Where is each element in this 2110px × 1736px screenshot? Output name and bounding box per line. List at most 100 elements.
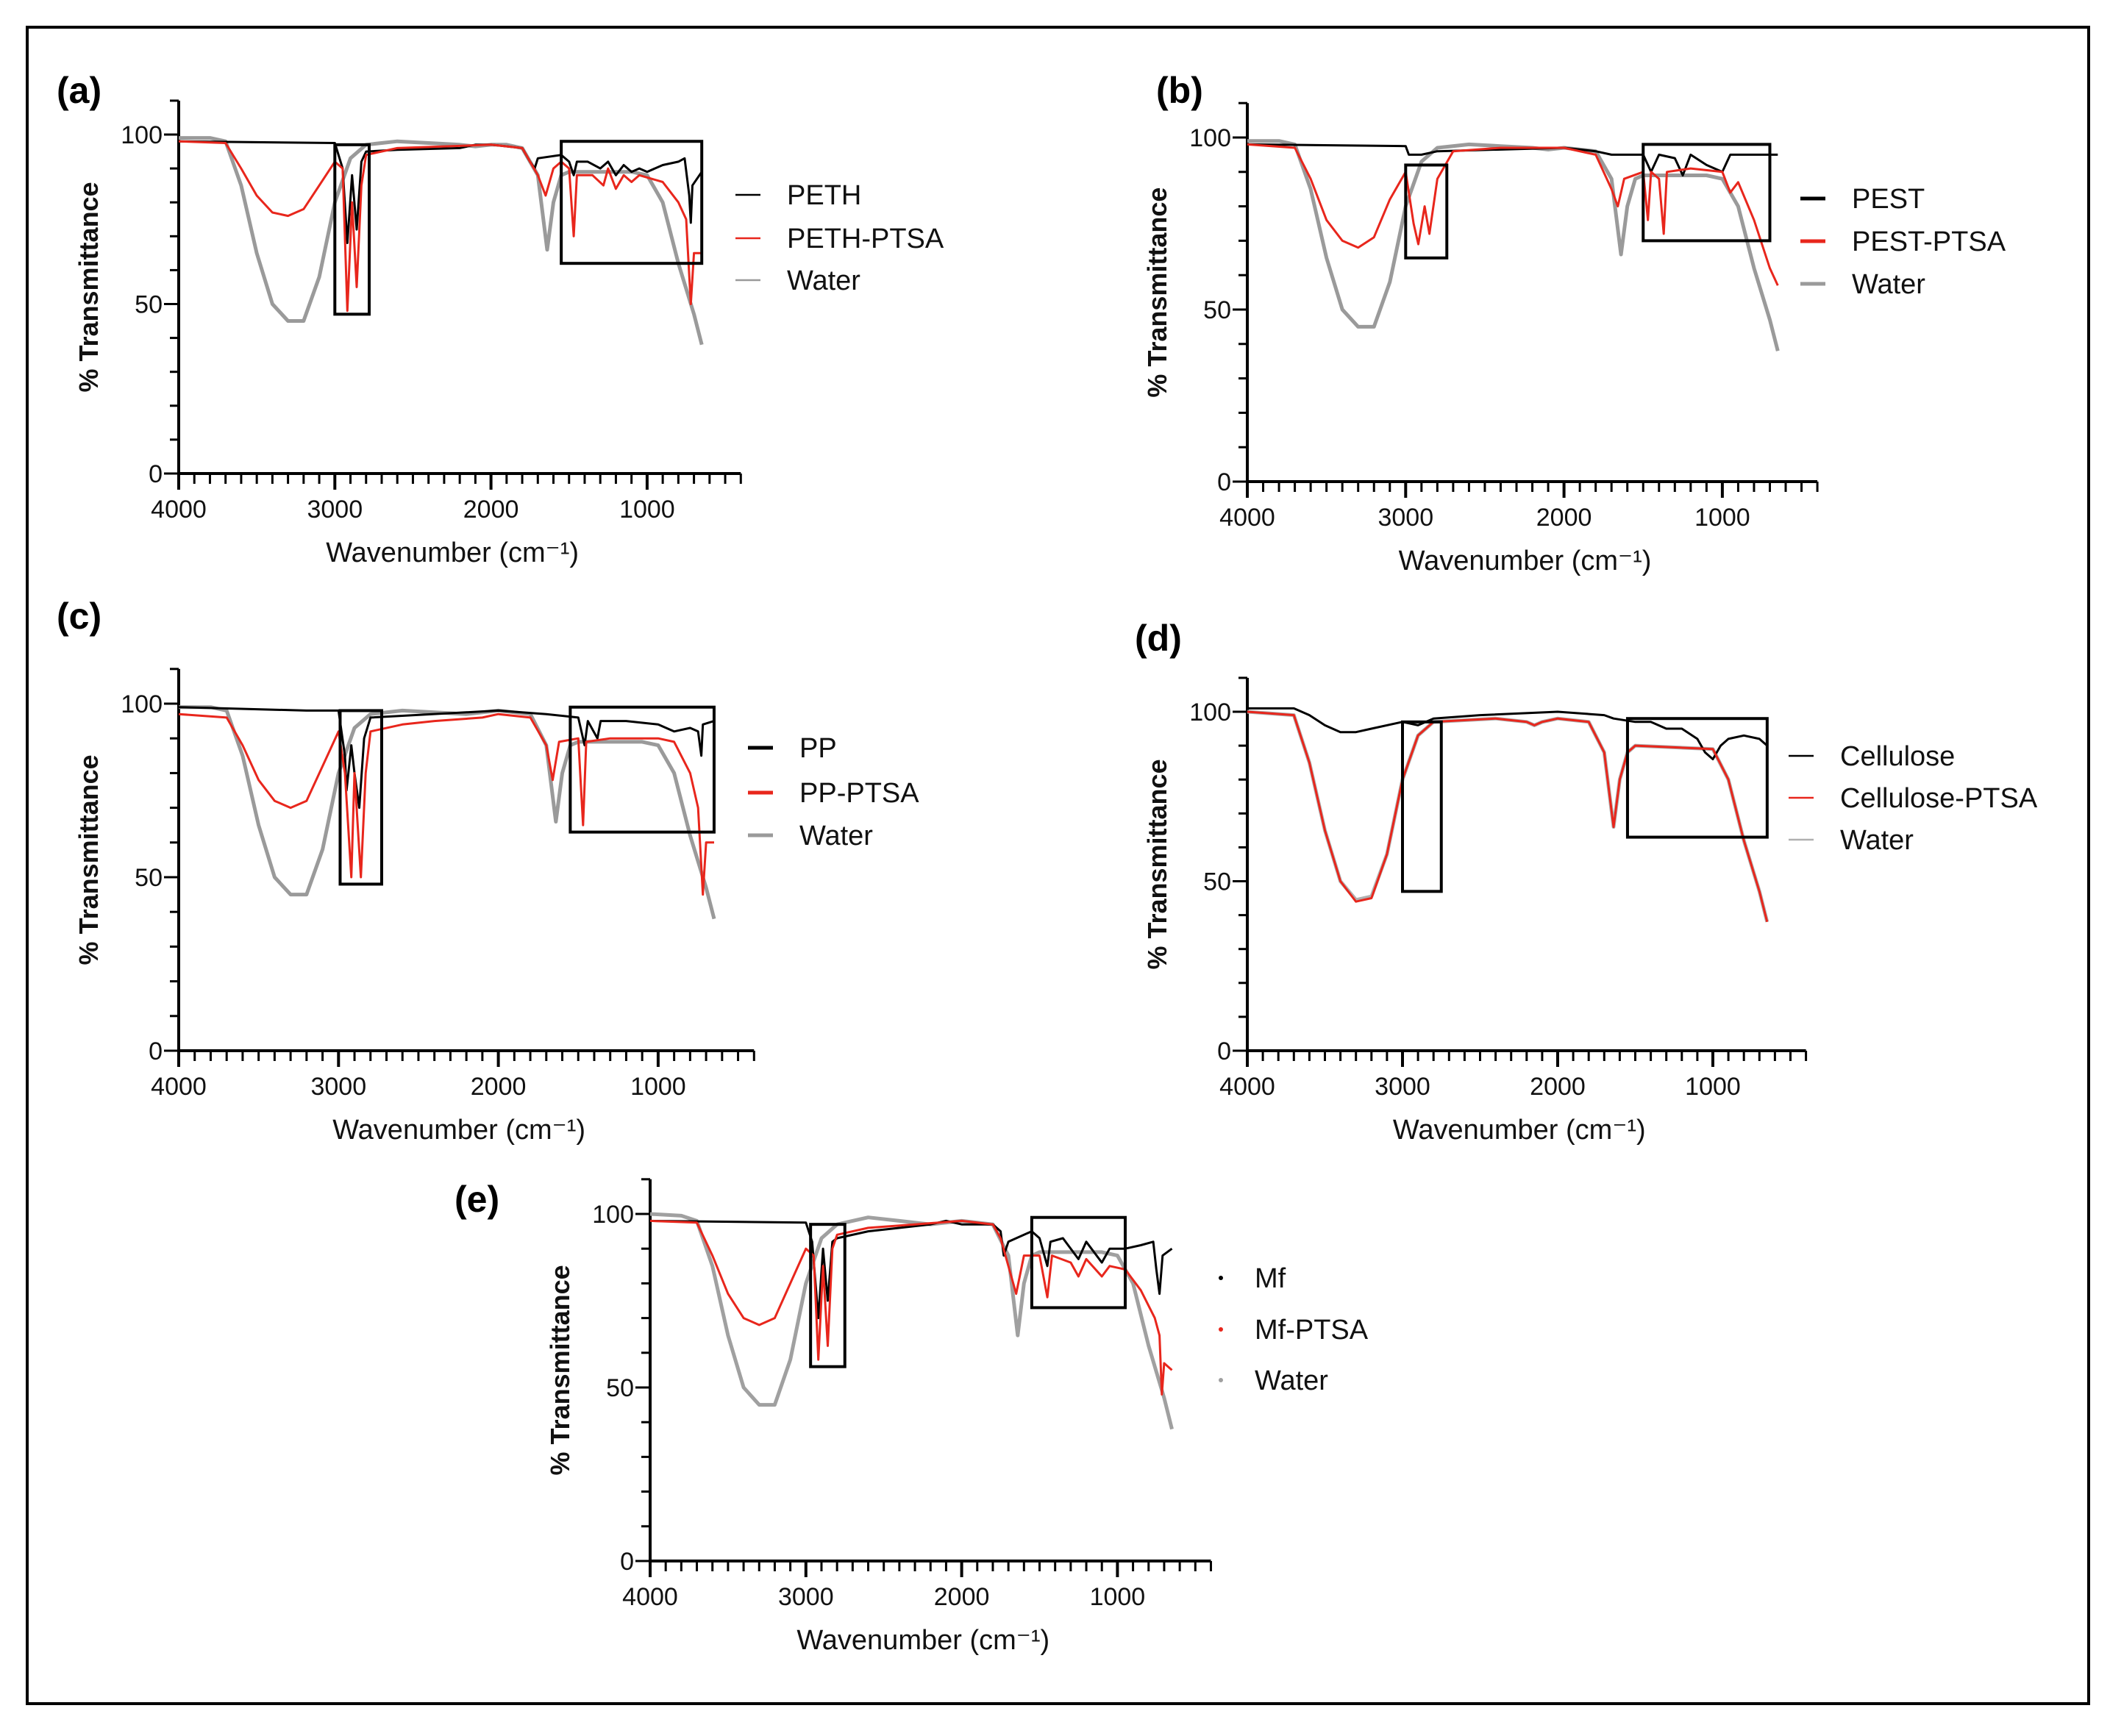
legend-label: Cellulose-PTSA xyxy=(1840,783,2038,814)
panel-label: (b) xyxy=(1156,70,1203,111)
y-tick-label: 100 xyxy=(121,690,163,718)
y-tick-label: 50 xyxy=(135,291,163,319)
series-line-mf xyxy=(649,1219,1173,1320)
legend-label: Cellulose xyxy=(1840,741,1955,772)
x-tick-label: 3000 xyxy=(307,496,363,524)
y-axis-label: % Transmittance xyxy=(545,1265,575,1475)
panel-label: (a) xyxy=(57,70,101,111)
x-axis-label: Wavenumber (cm⁻¹) xyxy=(326,537,579,568)
x-tick-label: 1000 xyxy=(1685,1073,1741,1101)
x-tick-label: 3000 xyxy=(310,1073,366,1101)
x-tick-label: 2000 xyxy=(463,496,519,524)
legend-label: PP-PTSA xyxy=(799,778,919,809)
series-line-peth-ptsa xyxy=(178,140,702,312)
y-tick-label: 50 xyxy=(606,1374,634,1402)
highlight-box xyxy=(1401,720,1443,893)
x-axis-label: Wavenumber (cm⁻¹) xyxy=(332,1115,585,1146)
y-tick-label: 0 xyxy=(1217,468,1231,496)
y-tick-label: 0 xyxy=(149,1037,163,1065)
y-tick-label: 50 xyxy=(135,864,163,892)
legend-label: Water xyxy=(1852,269,1925,300)
y-axis-label: % Transmittance xyxy=(74,182,104,392)
x-tick-label: 1000 xyxy=(1694,504,1750,532)
panel-c: 4000 3000 2000 1000 0 50 100 Wavenumber (cm⁻¹)%… xyxy=(57,596,919,1146)
series-line-water xyxy=(1247,139,1780,351)
panel-label: (c) xyxy=(57,596,101,637)
y-tick-label: 0 xyxy=(1217,1037,1231,1065)
x-axis-label: Wavenumber (cm⁻¹) xyxy=(796,1625,1049,1656)
y-axis-label: % Transmittance xyxy=(1142,187,1172,398)
y-axis-label: % Transmittance xyxy=(1142,759,1172,969)
highlight-box xyxy=(338,709,383,886)
legend-label: Water xyxy=(799,821,873,851)
y-tick-label: 100 xyxy=(121,121,163,149)
panel-label: (e) xyxy=(455,1179,499,1220)
x-tick-label: 4000 xyxy=(1219,1073,1275,1101)
panel-e: 4000 3000 2000 1000 0 50 100 Wavenumber (cm⁻¹)%… xyxy=(455,1178,1369,1656)
y-tick-label: 50 xyxy=(1203,296,1231,324)
series-line-mf-ptsa xyxy=(649,1219,1173,1396)
legend-label: Water xyxy=(787,265,860,296)
x-tick-label: 2000 xyxy=(1530,1073,1586,1101)
series-line-cellulose xyxy=(1247,707,1768,760)
series-line-water xyxy=(649,1212,1174,1430)
legend-label: Water xyxy=(1255,1365,1328,1396)
highlight-box xyxy=(1625,717,1769,839)
series-line-pest-ptsa xyxy=(1247,143,1779,286)
highlight-box xyxy=(560,140,704,265)
y-tick-label: 0 xyxy=(149,460,163,488)
legend-label: PEST xyxy=(1852,184,1925,215)
x-tick-label: 3000 xyxy=(778,1583,834,1611)
panel-d: 4000 3000 2000 1000 0 50 100 Wavenumber (cm⁻¹)%… xyxy=(1135,618,2038,1146)
x-tick-label: 3000 xyxy=(1377,504,1433,532)
highlight-box xyxy=(1642,143,1772,243)
x-tick-label: 1000 xyxy=(619,496,675,524)
legend-label: PETH-PTSA xyxy=(787,224,944,254)
legend-swatch xyxy=(1219,1276,1223,1280)
y-tick-label: 100 xyxy=(1189,699,1231,726)
panel-b: 4000 3000 2000 1000 0 50 100 Wavenumber (cm⁻¹)%… xyxy=(1142,70,2006,576)
legend-label: Mf xyxy=(1255,1263,1286,1294)
x-tick-label: 2000 xyxy=(471,1073,527,1101)
x-axis-label: Wavenumber (cm⁻¹) xyxy=(1393,1115,1646,1146)
legend-label: Water xyxy=(1840,825,1914,856)
highlight-box xyxy=(809,1223,847,1368)
highlight-box xyxy=(1404,163,1449,260)
legend-swatch xyxy=(1219,1378,1223,1382)
figure-frame xyxy=(26,26,2090,1705)
y-axis-label: % Transmittance xyxy=(74,754,104,965)
panel-label: (d) xyxy=(1135,618,1182,659)
x-tick-label: 3000 xyxy=(1375,1073,1430,1101)
series-line-water xyxy=(179,136,704,346)
x-tick-label: 4000 xyxy=(151,496,207,524)
series-line-pp-ptsa xyxy=(178,712,714,896)
series-line-pp xyxy=(178,706,715,810)
x-axis-label: Wavenumber (cm⁻¹) xyxy=(1399,546,1652,576)
y-tick-label: 0 xyxy=(620,1548,634,1576)
highlight-box xyxy=(1030,1215,1127,1310)
highlight-box xyxy=(333,143,371,316)
x-tick-label: 4000 xyxy=(151,1073,207,1101)
x-tick-label: 2000 xyxy=(1536,504,1592,532)
panel-a: 4000 3000 2000 1000 0 50 100 Wavenumber (cm⁻¹)%… xyxy=(57,70,944,568)
x-tick-label: 4000 xyxy=(1219,504,1275,532)
series-line-water xyxy=(179,705,716,920)
y-tick-label: 100 xyxy=(1189,124,1231,152)
series-line-pest xyxy=(1247,143,1778,176)
series-line-peth xyxy=(178,140,703,244)
legend-label: Mf-PTSA xyxy=(1255,1315,1369,1346)
x-tick-label: 2000 xyxy=(934,1583,990,1611)
x-tick-label: 4000 xyxy=(622,1583,678,1611)
series-line-cellulose-ptsa xyxy=(1247,710,1769,923)
y-tick-label: 100 xyxy=(592,1201,634,1229)
highlight-box xyxy=(569,705,716,834)
legend-label: PETH xyxy=(787,180,861,211)
legend-label: PEST-PTSA xyxy=(1852,226,2006,257)
series-line-water xyxy=(1247,710,1769,923)
legend-label: PP xyxy=(799,733,837,764)
x-tick-label: 1000 xyxy=(630,1073,686,1101)
y-tick-label: 50 xyxy=(1203,868,1231,896)
x-tick-label: 1000 xyxy=(1090,1583,1146,1611)
legend-swatch xyxy=(1219,1327,1223,1332)
